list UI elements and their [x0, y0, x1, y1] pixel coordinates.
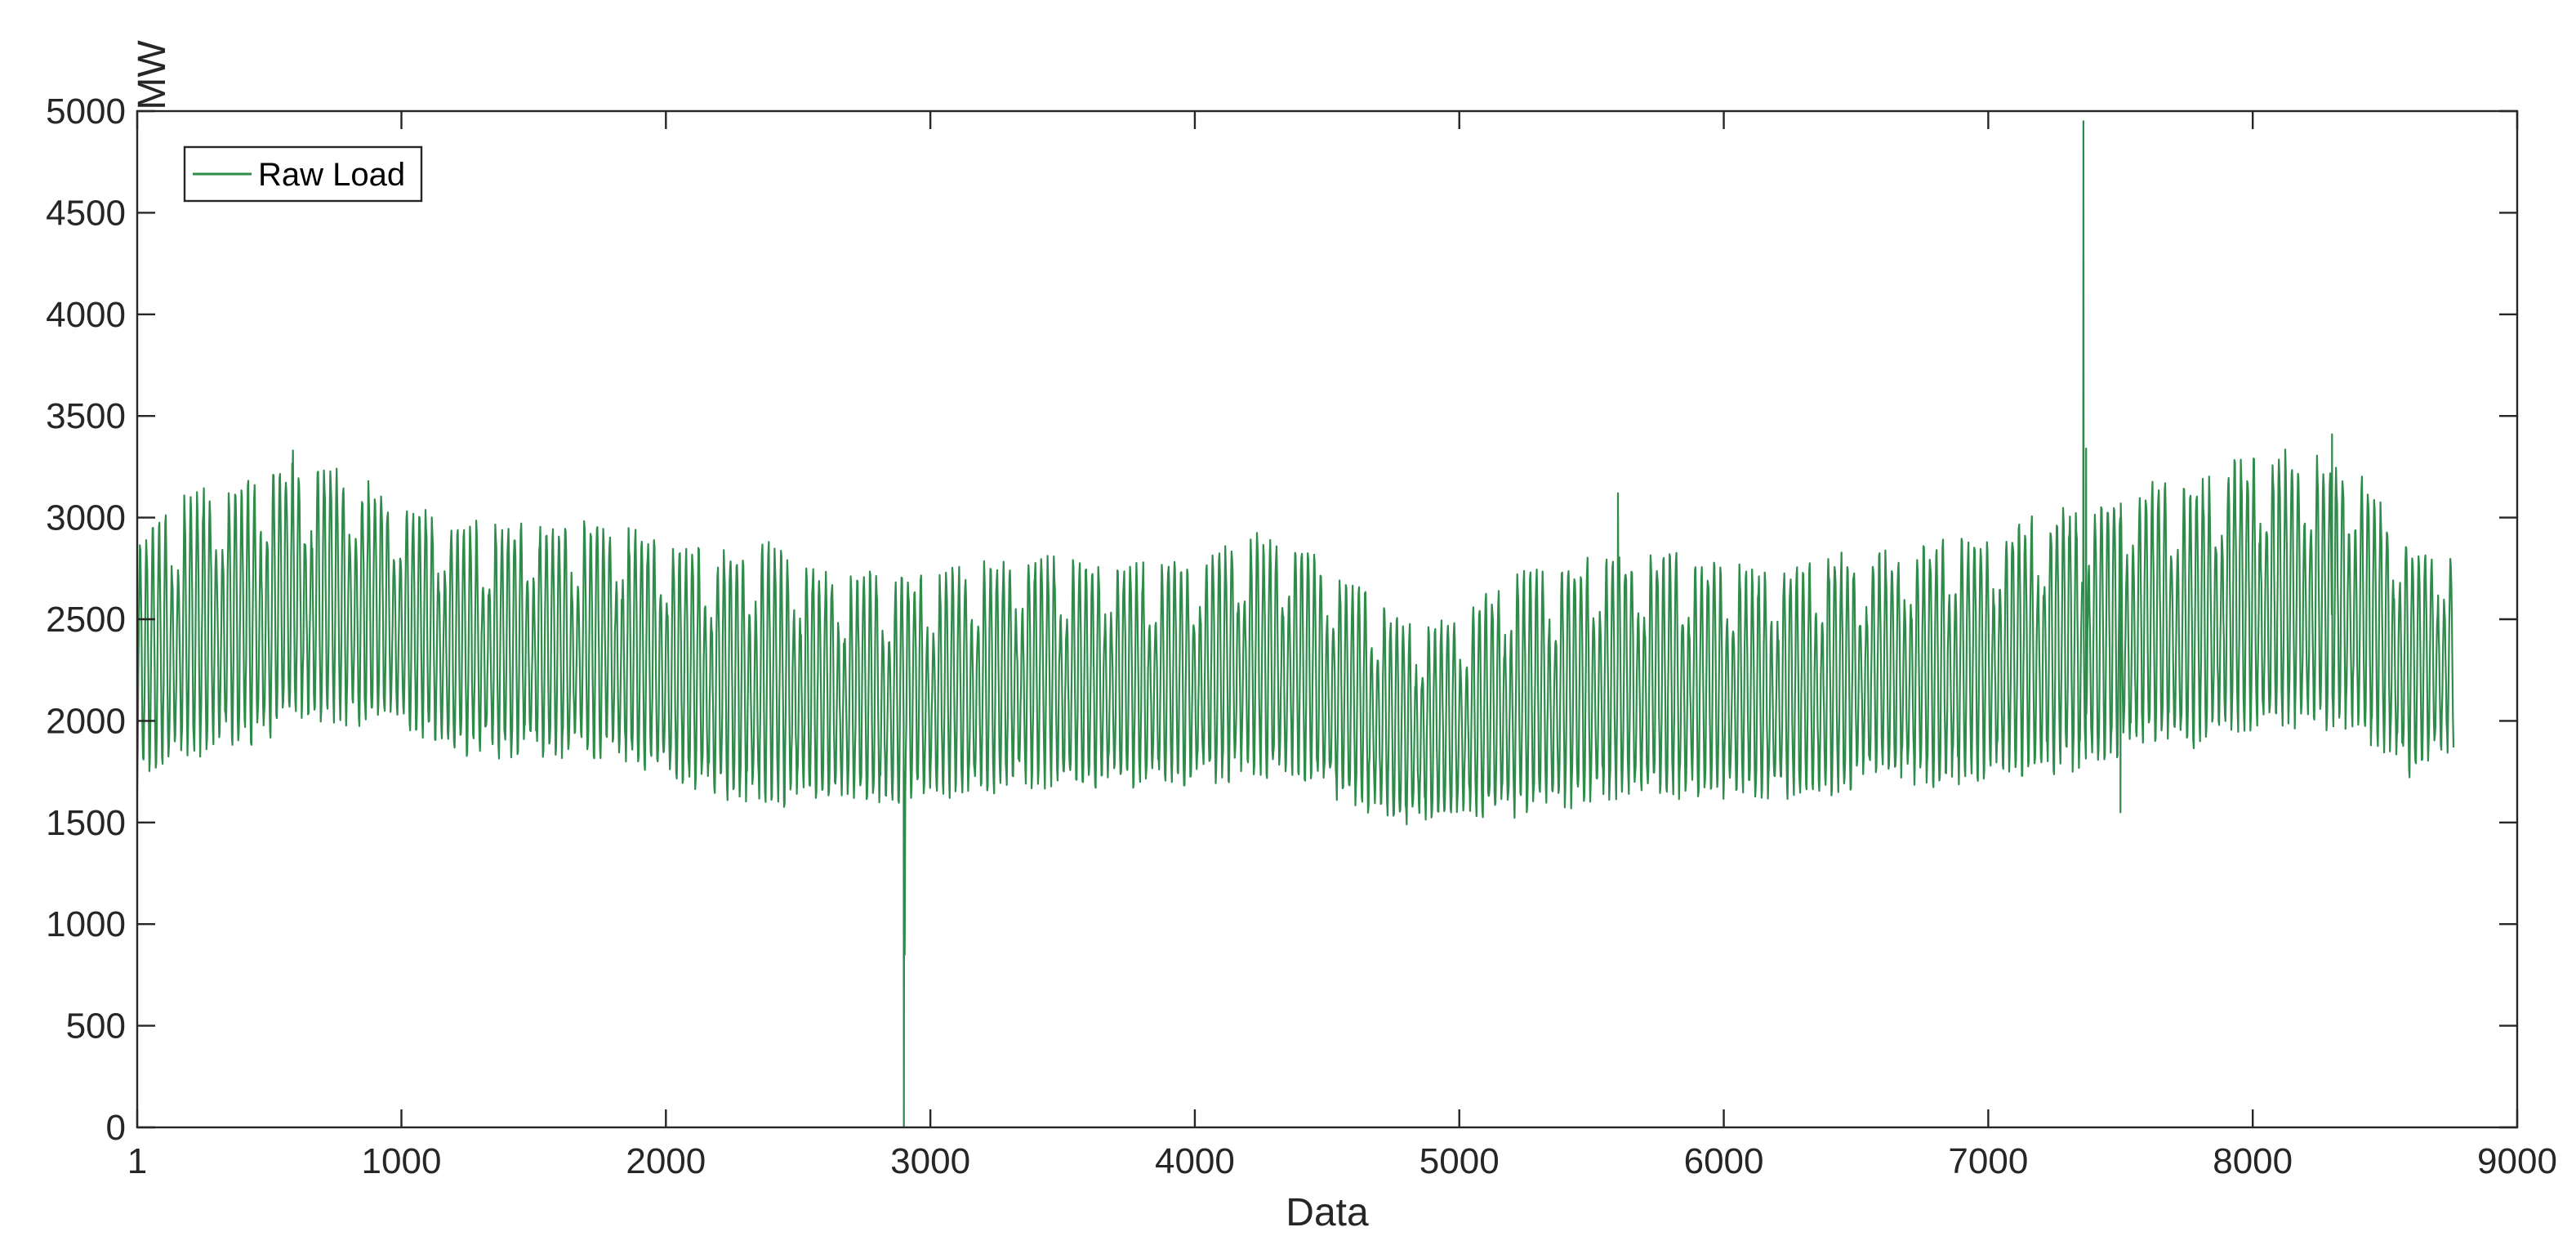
- x-tick-label: 4000: [1155, 1141, 1235, 1181]
- x-tick-label: 1000: [362, 1141, 442, 1181]
- x-tick-label: 7000: [1948, 1141, 2028, 1181]
- x-axis-ticks: 1 1000 2000 3000 4000 5000 6000 7000 8000 9000: [127, 111, 2557, 1181]
- y-tick-label: 500: [66, 1006, 126, 1046]
- y-tick-label: 1500: [46, 803, 126, 843]
- y-tick-label: 5000: [46, 91, 126, 132]
- x-tick-label: 2000: [626, 1141, 706, 1181]
- legend-label-raw-load: Raw Load: [258, 157, 405, 193]
- x-tick-label: 5000: [1419, 1141, 1500, 1181]
- y-tick-label: 3500: [46, 396, 126, 436]
- x-tick-label: 8000: [2213, 1141, 2293, 1181]
- x-tick-label: 1: [127, 1141, 147, 1181]
- y-tick-label: 0: [106, 1108, 126, 1148]
- y-axis-ticks: 0 500 1000 1500 2000 2500 3000 3500 4000 4500 5000: [46, 91, 2517, 1148]
- x-axis-label: Data: [1286, 1191, 1369, 1234]
- y-axis-label: MW: [131, 40, 174, 110]
- series-layer: [136, 120, 2455, 1129]
- y-tick-label: 3000: [46, 498, 126, 538]
- x-tick-label: 9000: [2477, 1141, 2557, 1181]
- series-line-raw-load: [136, 120, 2455, 1129]
- x-tick-label: 6000: [1684, 1141, 1764, 1181]
- x-tick-label: 3000: [890, 1141, 970, 1181]
- y-tick-label: 4000: [46, 295, 126, 335]
- y-tick-label: 1000: [46, 904, 126, 944]
- legend: Raw Load: [183, 145, 423, 203]
- y-tick-label: 4500: [46, 193, 126, 233]
- y-tick-label: 2500: [46, 600, 126, 640]
- y-tick-label: 2000: [46, 701, 126, 741]
